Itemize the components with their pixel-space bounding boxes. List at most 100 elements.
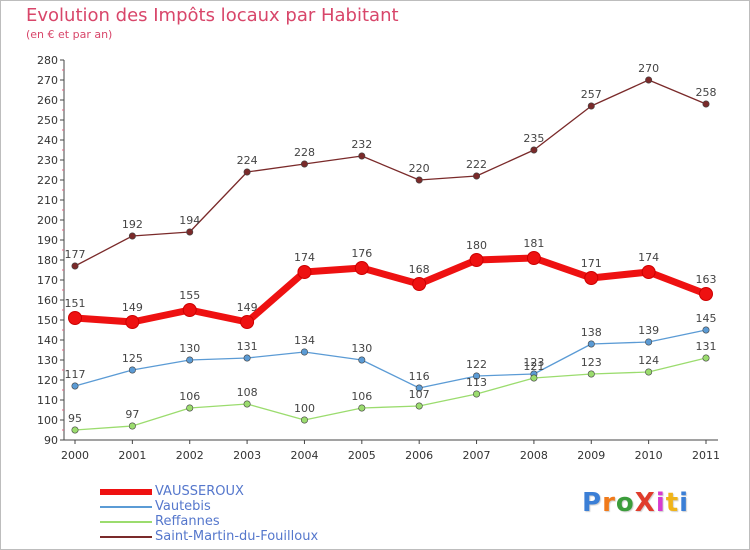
y-tick-label: 210 (37, 194, 58, 207)
data-label: 174 (294, 251, 315, 264)
data-point (300, 348, 308, 356)
data-point (645, 76, 653, 84)
data-point (645, 368, 653, 376)
data-label: 139 (638, 324, 659, 337)
x-tick-label: 2001 (118, 449, 146, 462)
data-label: 106 (351, 390, 372, 403)
data-point (243, 354, 251, 362)
data-label: 108 (237, 386, 258, 399)
data-label: 131 (696, 340, 717, 353)
data-label: 155 (179, 289, 200, 302)
data-point (186, 404, 194, 412)
data-point (300, 160, 308, 168)
data-point (68, 311, 82, 325)
data-label: 194 (179, 214, 200, 227)
data-point (128, 366, 136, 374)
data-point (530, 146, 538, 154)
data-label: 149 (237, 301, 258, 314)
data-label: 145 (696, 312, 717, 325)
series-line-vautebis (74, 329, 707, 389)
y-tick-label: 270 (37, 74, 58, 87)
y-tick-label: 260 (37, 94, 58, 107)
y-tick-label: 100 (37, 414, 58, 427)
data-point (469, 253, 484, 267)
data-label: 107 (409, 388, 430, 401)
data-point (702, 100, 710, 108)
legend-label: Vautebis (155, 499, 211, 514)
legend-label: VAUSSEROUX (155, 484, 244, 499)
data-point (186, 356, 194, 364)
data-point (415, 402, 423, 410)
data-label: 116 (409, 370, 430, 383)
data-label: 257 (581, 88, 602, 101)
data-point (702, 354, 710, 362)
data-point (243, 400, 251, 408)
data-label: 180 (466, 239, 487, 252)
data-point (415, 176, 423, 184)
series-line-reffannes (74, 357, 707, 431)
x-tick-label: 2000 (61, 449, 89, 462)
chart-subtitle: (en € et par an) (26, 28, 113, 41)
data-label: 117 (65, 368, 86, 381)
x-tick-label: 2009 (577, 449, 605, 462)
x-tick-label: 2002 (176, 449, 204, 462)
data-point (641, 265, 656, 279)
data-point (530, 374, 538, 382)
data-label: 258 (696, 86, 717, 99)
data-label: 228 (294, 146, 315, 159)
data-label: 270 (638, 62, 659, 75)
legend-swatch (100, 489, 152, 495)
data-point (587, 340, 595, 348)
data-point (587, 370, 595, 378)
y-tick-label: 140 (37, 334, 58, 347)
x-tick-label: 2007 (463, 449, 491, 462)
data-label: 100 (294, 402, 315, 415)
y-tick-label: 190 (37, 234, 58, 247)
y-tick-label: 130 (37, 354, 58, 367)
data-label: 232 (351, 138, 372, 151)
data-label: 174 (638, 251, 659, 264)
y-tick-label: 220 (37, 174, 58, 187)
data-point (243, 168, 251, 176)
y-tick-label: 200 (37, 214, 58, 227)
data-label: 138 (581, 326, 602, 339)
data-label: 168 (409, 263, 430, 276)
y-tick-label: 250 (37, 114, 58, 127)
data-label: 123 (523, 356, 544, 369)
data-point (128, 232, 136, 240)
data-label: 134 (294, 334, 315, 347)
data-point (358, 404, 366, 412)
x-tick-label: 2011 (692, 449, 720, 462)
x-tick-label: 2004 (290, 449, 318, 462)
data-point (125, 315, 140, 329)
x-tick-label: 2006 (405, 449, 433, 462)
data-label: 224 (237, 154, 258, 167)
x-tick-label: 2010 (635, 449, 663, 462)
data-point (702, 326, 710, 334)
data-point (526, 251, 541, 265)
data-point (297, 265, 312, 279)
data-label: 113 (466, 376, 487, 389)
chart-title: Evolution des Impôts locaux par Habitant (26, 5, 399, 26)
x-tick-label: 2005 (348, 449, 376, 462)
y-tick-label: 110 (37, 394, 58, 407)
data-label: 192 (122, 218, 143, 231)
data-label: 97 (125, 408, 139, 421)
data-label: 95 (68, 412, 82, 425)
y-tick-label: 170 (37, 274, 58, 287)
data-label: 177 (65, 248, 86, 261)
data-point (71, 262, 79, 270)
legend-label: Saint-Martin-du-Fouilloux (155, 529, 319, 544)
legend-item: Saint-Martin-du-Fouilloux (100, 529, 360, 544)
data-label: 235 (523, 132, 544, 145)
data-label: 171 (581, 257, 602, 270)
data-point (473, 172, 481, 180)
data-label: 130 (351, 342, 372, 355)
legend-swatch (100, 521, 152, 523)
x-tick-label: 2008 (520, 449, 548, 462)
data-label: 176 (351, 247, 372, 260)
data-label: 123 (581, 356, 602, 369)
y-tick-label: 150 (37, 314, 58, 327)
data-point (71, 426, 79, 434)
data-point (645, 338, 653, 346)
